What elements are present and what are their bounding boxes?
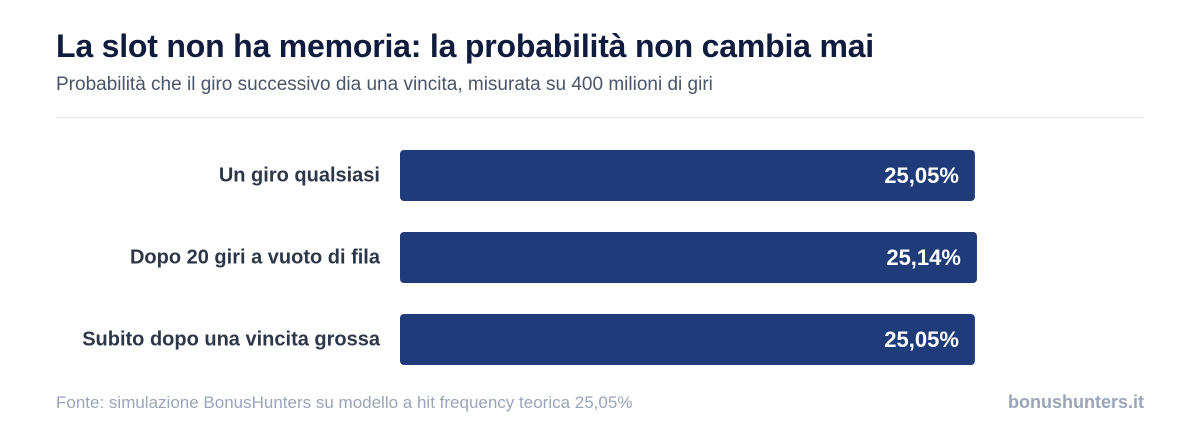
chart-subtitle: Probabilità che il giro successivo dia u… [56, 74, 713, 96]
category-label: Subito dopo una vincita grossa [82, 329, 381, 351]
bar-value-label: 25,05% [884, 327, 959, 352]
category-label: Un giro qualsiasi [219, 165, 380, 187]
bar-value-label: 25,14% [886, 245, 961, 270]
header-divider [56, 117, 1144, 118]
bar-value-label: 25,05% [884, 163, 959, 188]
source-note: Fonte: simulazione BonusHunters su model… [56, 393, 632, 413]
category-label: Dopo 20 giri a vuoto di fila [130, 247, 381, 269]
brand-label: bonushunters.it [1008, 392, 1144, 413]
bar-chart: Un giro qualsiasi 25,05% Dopo 20 giri a vu… [0, 130, 1200, 380]
chart-title: La slot non ha memoria: la probabilità n… [56, 28, 874, 65]
